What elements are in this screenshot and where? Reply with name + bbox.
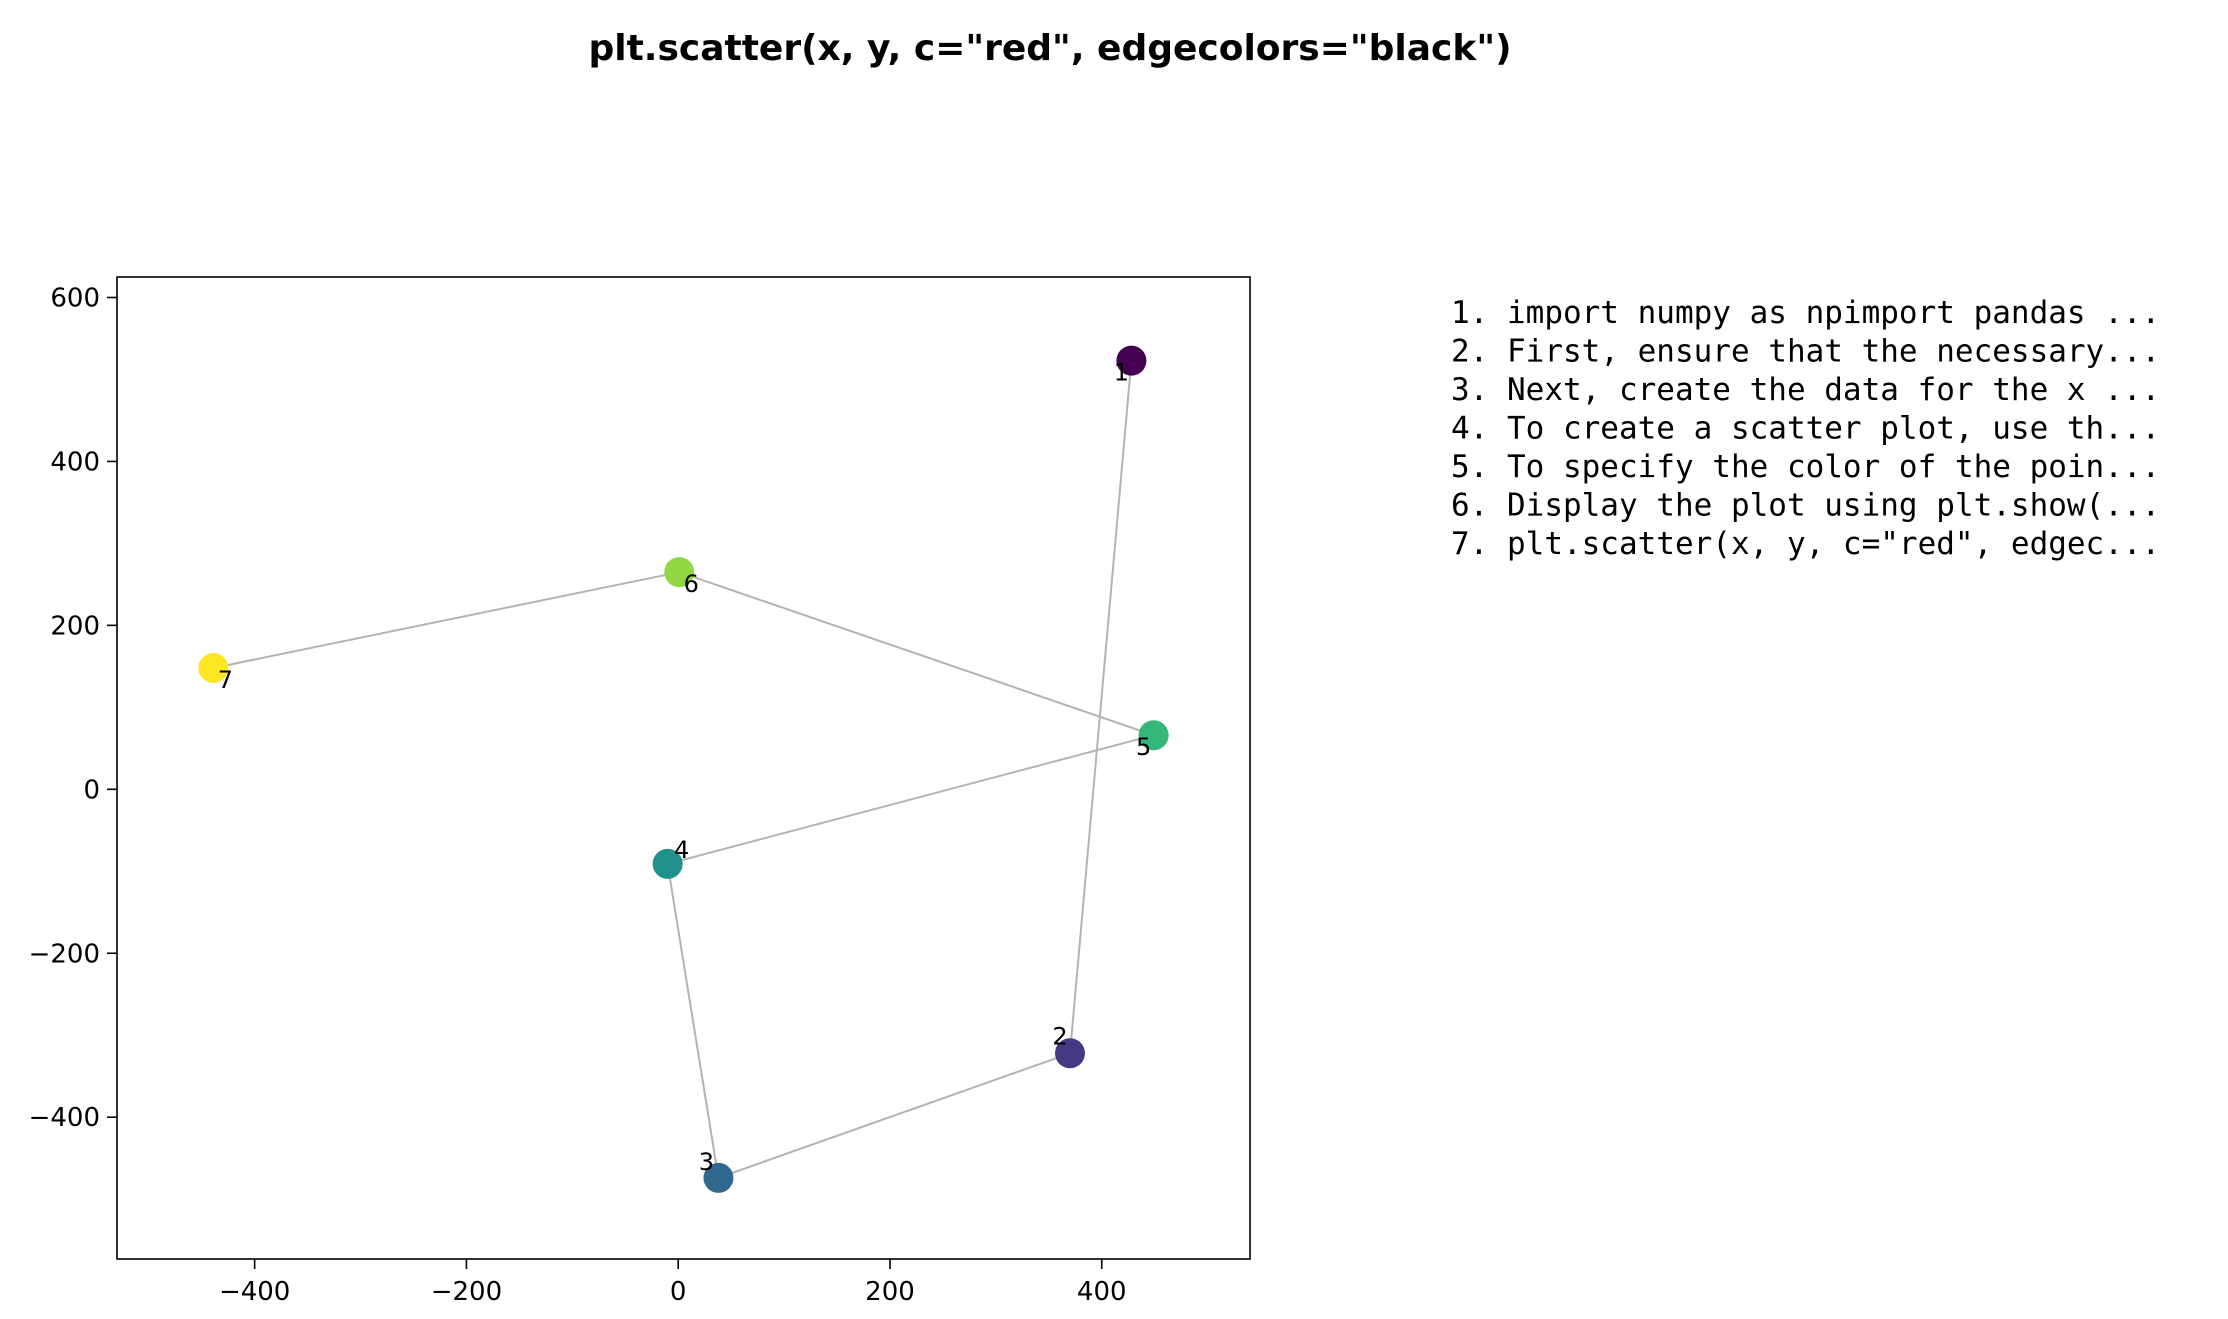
step-item: 2. First, ensure that the necessary... [1451,334,2160,370]
y-tick-label: 600 [50,283,100,313]
step-item: 1. import numpy as npimport pandas ... [1451,295,2160,331]
x-tick-label: −200 [431,1277,502,1307]
steps-list: 1. import numpy as npimport pandas ...2.… [1451,295,2160,562]
step-item: 7. plt.scatter(x, y, c="red", edgec... [1451,526,2160,562]
point-label-5: 5 [1136,733,1151,761]
data-point-3 [703,1162,734,1193]
data-point-4 [652,848,683,879]
y-tick-label: −400 [29,1103,100,1133]
data-point-2 [1054,1038,1085,1069]
connection-line [213,360,1158,1180]
chart-title: plt.scatter(x, y, c="red", edgecolors="b… [588,28,1511,69]
x-tick-label: 0 [670,1277,687,1307]
y-tick-label: 0 [83,775,100,805]
point-label-4: 4 [674,836,689,864]
point-label-7: 7 [218,666,233,694]
x-tick-label: 200 [865,1277,915,1307]
y-tick-label: 200 [50,611,100,641]
plot-frame [116,276,1251,1260]
point-label-6: 6 [684,570,699,598]
data-point-5 [1138,720,1169,751]
data-point-6 [664,557,695,588]
step-item: 4. To create a scatter plot, use th... [1451,411,2160,447]
step-item: 5. To specify the color of the poin... [1451,449,2160,485]
x-tick-label: −400 [219,1277,290,1307]
point-label-3: 3 [699,1148,714,1176]
y-tick-label: −200 [29,939,100,969]
step-item: 3. Next, create the data for the x ... [1451,372,2160,408]
data-point-7 [198,652,229,683]
point-label-1: 1 [1114,359,1129,387]
y-tick-label: 400 [50,447,100,477]
point-label-2: 2 [1052,1022,1067,1050]
data-point-1 [1116,345,1147,376]
x-tick-label: 400 [1077,1277,1127,1307]
step-item: 6. Display the plot using plt.show(... [1451,488,2160,524]
plot-axes: −400 −200 0 200 400 −400 −200 0 200 400 600 1 2 3 4 5 6 7 [29,276,1251,1307]
